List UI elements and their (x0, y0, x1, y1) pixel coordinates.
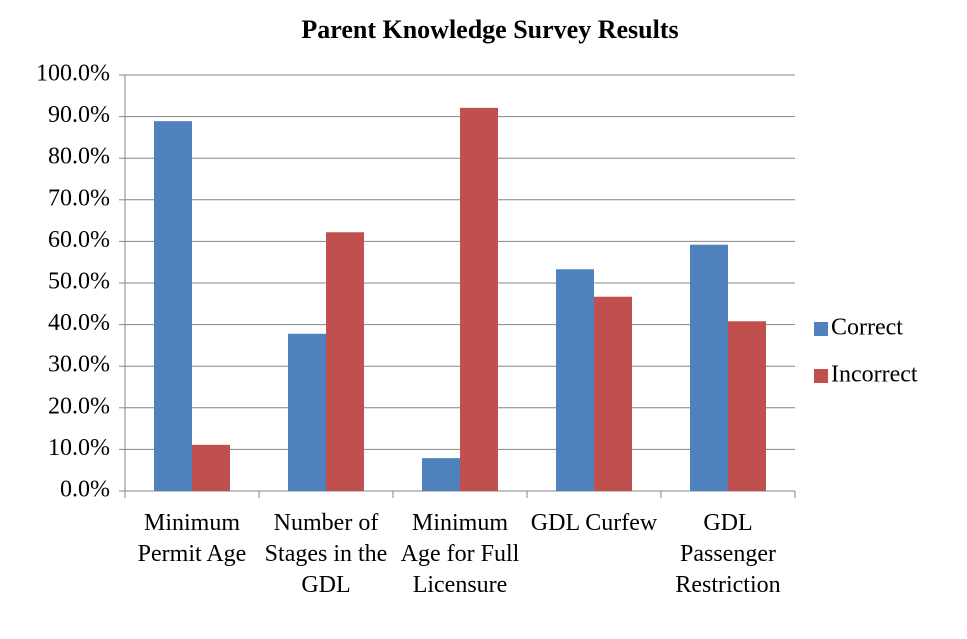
legend-label: Correct (831, 315, 903, 341)
y-tick-label: 90.0% (48, 102, 110, 128)
x-tick-label: Minimum Age for Full Licensure (400, 510, 520, 598)
y-tick-label: 80.0% (48, 144, 110, 170)
bar (460, 107, 498, 491)
bar (594, 296, 632, 491)
y-tick-label: 10.0% (48, 435, 110, 461)
x-tick-label: Minimum Permit Age (137, 510, 247, 567)
y-tick-label: 20.0% (48, 393, 110, 419)
legend-swatch (814, 322, 828, 336)
legend-label: Incorrect (831, 362, 918, 388)
y-tick-label: 0.0% (60, 477, 110, 503)
legend-swatch (814, 369, 828, 383)
bar (728, 321, 766, 491)
bar (556, 269, 594, 491)
y-tick-label: 60.0% (48, 227, 110, 253)
y-tick-label: 30.0% (48, 352, 110, 378)
bar (288, 333, 326, 491)
bar (690, 244, 728, 491)
chart-title: Parent Knowledge Survey Results (301, 15, 678, 44)
bar (192, 444, 230, 491)
x-tick-label: GDL Passenger Restriction (675, 510, 781, 598)
y-tick-label: 50.0% (48, 269, 110, 295)
y-tick-label: 70.0% (48, 185, 110, 211)
y-tick-label: 100.0% (36, 61, 110, 87)
y-tick-label: 40.0% (48, 310, 110, 336)
bar (326, 232, 364, 492)
x-tick-label: GDL Curfew (530, 510, 658, 536)
bar (422, 458, 460, 491)
bar (154, 121, 192, 492)
x-tick-label: Number of Stages in the GDL (264, 510, 388, 598)
